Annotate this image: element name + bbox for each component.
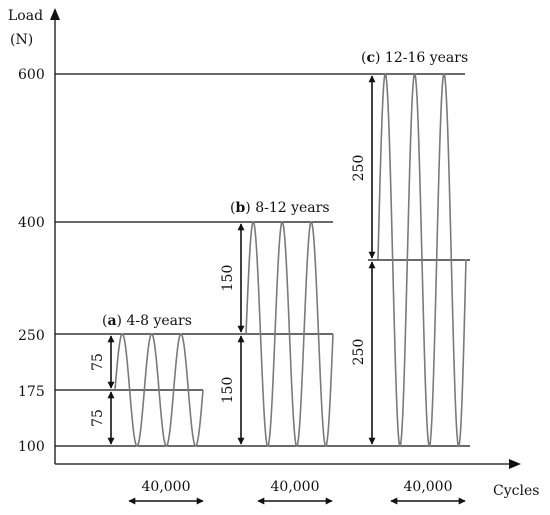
y-tick-400: 400 bbox=[18, 215, 45, 231]
amplitude-label-b-lower: 150 bbox=[220, 377, 236, 404]
panel-b-title: (b) 8-12 years bbox=[230, 200, 330, 216]
amplitude-label-c-upper: 250 bbox=[351, 155, 367, 182]
amplitude-label-a-lower: 75 bbox=[90, 409, 106, 427]
waveform-b bbox=[245, 220, 334, 448]
y-tick-175: 175 bbox=[18, 384, 45, 400]
x-axis-title: Cycles bbox=[493, 483, 539, 499]
x-axis-arrowhead bbox=[509, 459, 521, 469]
cycles-label-c: 40,000 bbox=[404, 479, 453, 495]
waveform-a bbox=[114, 333, 204, 447]
cycles-label-a: 40,000 bbox=[142, 479, 191, 495]
amplitude-label-c-lower: 250 bbox=[351, 339, 367, 366]
y-axis-arrowhead bbox=[50, 8, 60, 20]
y-tick-100: 100 bbox=[18, 439, 45, 455]
amplitude-label-b-upper: 150 bbox=[220, 265, 236, 292]
panel-a-title: (a) 4-8 years bbox=[102, 313, 192, 329]
cycles-label-b: 40,000 bbox=[271, 479, 320, 495]
panel-c-title: (c) 12-16 years bbox=[361, 50, 468, 66]
amplitude-label-a-upper: 75 bbox=[90, 353, 106, 371]
y-tick-250: 250 bbox=[18, 328, 45, 344]
y-tick-600: 600 bbox=[18, 67, 45, 83]
waveform-c bbox=[377, 72, 467, 448]
y-axis-title-line2: (N) bbox=[10, 32, 33, 48]
y-axis-title-line1: Load bbox=[8, 8, 43, 24]
